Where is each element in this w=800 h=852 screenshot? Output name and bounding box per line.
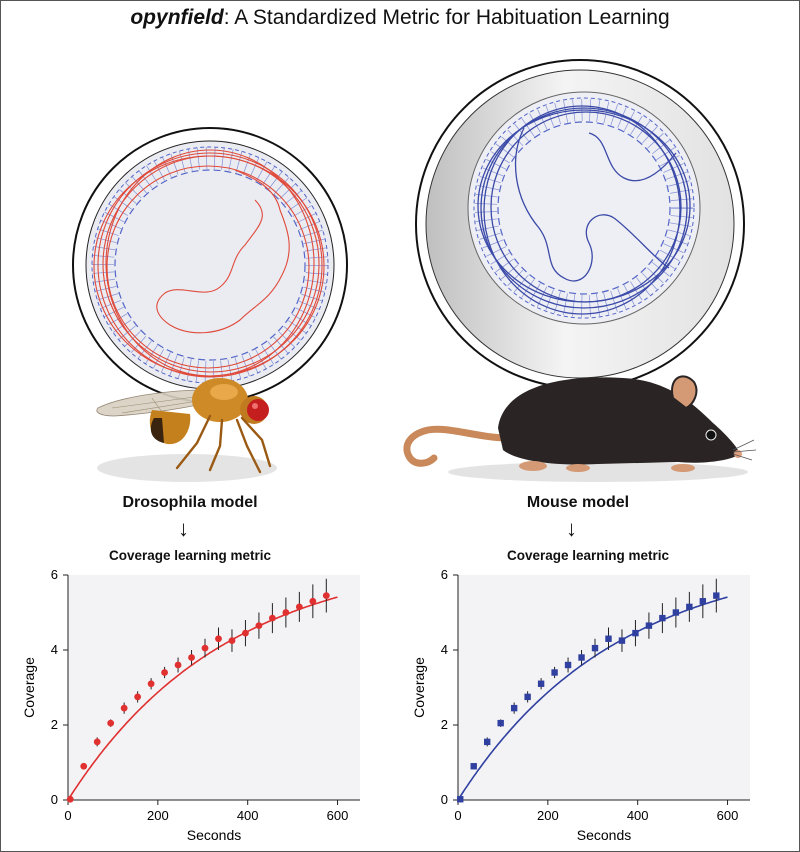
x-tick-label: 200 bbox=[537, 808, 559, 823]
data-point bbox=[551, 669, 558, 676]
data-point bbox=[66, 795, 74, 803]
fly-coverage-chart: 0 200 400 600 0 2 4 6 Seconds Coverage bbox=[21, 567, 360, 840]
data-point bbox=[686, 603, 693, 611]
figure-title: opynfield: A Standardized Metric for Hab… bbox=[0, 6, 800, 30]
y-axis-label: Coverage bbox=[21, 657, 37, 718]
fly-wing bbox=[96, 389, 211, 417]
data-point bbox=[93, 738, 101, 746]
fly-eye bbox=[247, 399, 269, 421]
mouse-paws bbox=[519, 461, 695, 472]
mouse-boundary-zone-ticks bbox=[475, 99, 693, 317]
fly-boundary-zone-ticks bbox=[92, 147, 328, 383]
mouse-tail bbox=[403, 425, 512, 467]
data-point bbox=[537, 680, 545, 687]
x-tick-label: 200 bbox=[147, 808, 169, 823]
data-point bbox=[713, 592, 720, 599]
data-point bbox=[510, 704, 518, 712]
plot-area bbox=[458, 575, 750, 800]
data-point bbox=[107, 719, 115, 727]
data-point bbox=[255, 622, 263, 630]
mouse-arena-illustration bbox=[415, 59, 745, 389]
mouse-down-arrow: ↓ bbox=[566, 516, 577, 541]
fit-curve bbox=[69, 596, 338, 797]
y-tick-label: 2 bbox=[51, 717, 58, 732]
data-point bbox=[632, 629, 639, 637]
data-point bbox=[215, 635, 222, 643]
x-tick-label: 600 bbox=[327, 808, 349, 823]
x-tick-label: 0 bbox=[454, 808, 461, 823]
data-point bbox=[591, 644, 599, 652]
data-point bbox=[134, 693, 142, 701]
mouse-whiskers bbox=[732, 439, 757, 461]
fly-boundary-zone-inner bbox=[114, 169, 306, 361]
data-point bbox=[174, 661, 182, 669]
mouse-ear bbox=[671, 375, 698, 410]
mouse-walking-track bbox=[477, 105, 691, 315]
data-point bbox=[578, 654, 585, 661]
data-point bbox=[470, 763, 477, 770]
mouse-boundary-zone-outer bbox=[473, 97, 695, 319]
fly-metric-label: Coverage learning metric bbox=[108, 548, 272, 563]
data-point bbox=[228, 637, 236, 645]
mouse-body bbox=[498, 377, 740, 465]
fly-legs bbox=[175, 414, 272, 474]
y-tick-label: 4 bbox=[441, 642, 448, 657]
data-point bbox=[618, 637, 626, 644]
data-point bbox=[497, 719, 504, 727]
mouse-metric-label: Coverage learning metric bbox=[506, 548, 670, 563]
fly-model-label: Drosophila model bbox=[122, 494, 258, 511]
data-point bbox=[269, 614, 276, 622]
plot-area bbox=[68, 575, 360, 800]
mouse-arena-floor bbox=[467, 91, 701, 325]
data-point bbox=[699, 598, 707, 605]
x-axis-label: Seconds bbox=[577, 827, 631, 840]
data-point bbox=[672, 609, 680, 616]
fly-arena-illustration bbox=[72, 127, 348, 403]
fly-walking-track bbox=[93, 149, 325, 378]
y-tick-label: 6 bbox=[441, 567, 448, 582]
data-point bbox=[295, 603, 303, 611]
mouse-illustration bbox=[403, 375, 757, 482]
data-point bbox=[80, 762, 88, 770]
data-point bbox=[322, 592, 330, 600]
data-point bbox=[309, 597, 317, 605]
mouse-coverage-chart: 0 200 400 600 0 2 4 6 Seconds Coverage bbox=[411, 567, 750, 840]
y-tick-label: 6 bbox=[51, 567, 58, 582]
y-tick-label: 0 bbox=[441, 792, 448, 807]
data-point bbox=[242, 629, 249, 637]
x-axis-label: Seconds bbox=[187, 827, 241, 840]
data-point bbox=[161, 669, 168, 676]
data-point bbox=[147, 680, 155, 688]
data-point bbox=[188, 654, 195, 661]
y-axis-label: Coverage bbox=[411, 657, 427, 718]
title-text: : A Standardized Metric for Habituation … bbox=[223, 6, 670, 29]
data-point bbox=[645, 622, 653, 629]
data-point bbox=[524, 693, 531, 701]
mouse-model-label: Mouse model bbox=[526, 494, 630, 511]
title-package-name: opynfield bbox=[130, 6, 224, 29]
fit-curve bbox=[459, 596, 728, 797]
fly-arena-inner-plate bbox=[85, 140, 335, 390]
y-tick-label: 4 bbox=[51, 642, 58, 657]
data-point bbox=[564, 661, 572, 669]
y-tick-label: 2 bbox=[441, 717, 448, 732]
mouse-shadow bbox=[448, 462, 748, 482]
x-tick-label: 0 bbox=[64, 808, 71, 823]
x-tick-label: 400 bbox=[237, 808, 259, 823]
data-point bbox=[659, 614, 666, 622]
mouse-eye bbox=[705, 429, 717, 441]
x-tick-label: 600 bbox=[717, 808, 739, 823]
data-point bbox=[201, 644, 209, 652]
data-point bbox=[282, 609, 290, 616]
mouse-boundary-zone-inner bbox=[497, 121, 671, 295]
fly-shadow bbox=[97, 454, 277, 482]
data-point bbox=[457, 796, 464, 803]
data-point bbox=[120, 704, 128, 712]
y-tick-label: 0 bbox=[51, 792, 58, 807]
data-point bbox=[484, 738, 491, 746]
x-tick-label: 400 bbox=[627, 808, 649, 823]
fly-illustration bbox=[96, 378, 277, 482]
fly-down-arrow: ↓ bbox=[178, 516, 189, 541]
data-point bbox=[605, 635, 612, 642]
